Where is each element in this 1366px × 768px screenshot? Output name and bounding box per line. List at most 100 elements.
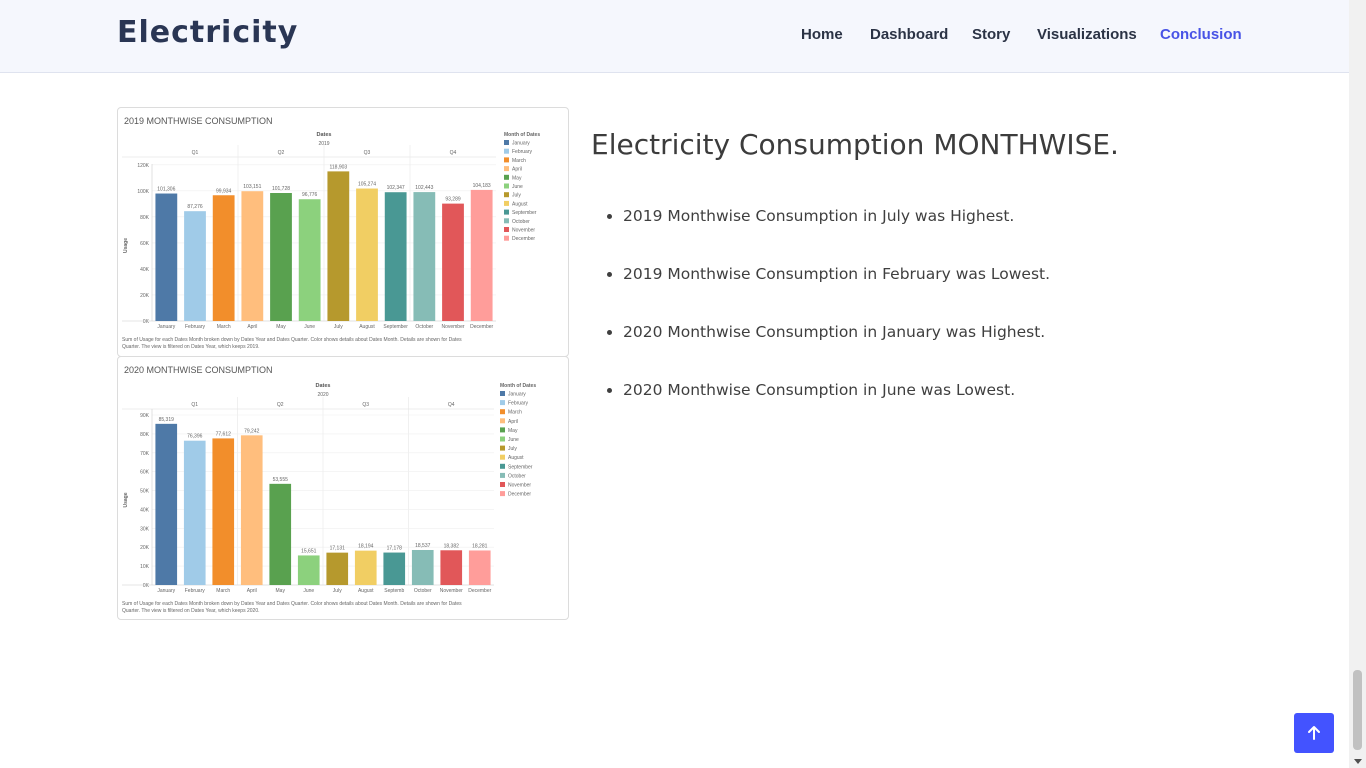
bar-value-label: 102,443 bbox=[415, 185, 433, 191]
x-tick-label: September bbox=[383, 324, 408, 330]
legend-item: August bbox=[508, 455, 524, 461]
site-header: Electricity Home Dashboard Story Visuali… bbox=[0, 0, 1349, 73]
legend-item: February bbox=[512, 149, 533, 155]
bar-january bbox=[155, 193, 178, 321]
x-tick-label: October bbox=[414, 588, 432, 594]
bar-august bbox=[354, 550, 377, 585]
bar-value-label: 93,289 bbox=[445, 197, 461, 203]
legend-item: October bbox=[508, 473, 526, 479]
legend-item: July bbox=[512, 193, 521, 199]
bar-value-label: 53,555 bbox=[273, 477, 289, 483]
bar-value-label: 76,396 bbox=[187, 434, 203, 440]
bar-value-label: 79,242 bbox=[244, 428, 260, 434]
chart-year-label: 2019 bbox=[318, 141, 329, 147]
bar-value-label: 102,347 bbox=[387, 185, 405, 191]
list-item: 2020 Monthwise Consumption in June was L… bbox=[623, 380, 1050, 400]
bar-value-label: 101,306 bbox=[157, 187, 175, 193]
bar-october bbox=[413, 192, 436, 321]
bar-july bbox=[327, 171, 350, 321]
page-scrollbar[interactable] bbox=[1349, 0, 1366, 768]
legend-title: Month of Dates bbox=[504, 132, 540, 138]
legend-swatch bbox=[504, 157, 509, 163]
legend-swatch bbox=[500, 427, 505, 433]
x-tick-label: October bbox=[415, 324, 433, 330]
legend-item: November bbox=[512, 228, 535, 234]
bar-november bbox=[440, 550, 463, 585]
bar-value-label: 118,903 bbox=[329, 164, 347, 170]
legend-title: Month of Dates bbox=[500, 383, 536, 389]
x-tick-label: August bbox=[358, 588, 374, 594]
scrollbar-thumb[interactable] bbox=[1353, 670, 1362, 750]
x-tick-label: December bbox=[470, 324, 493, 330]
bar-value-label: 85,319 bbox=[159, 417, 175, 423]
legend-item: December bbox=[508, 492, 531, 498]
legend-item: September bbox=[512, 210, 537, 216]
y-tick-label: 20K bbox=[140, 293, 150, 299]
bar-july bbox=[326, 552, 349, 585]
bar-may bbox=[269, 483, 292, 585]
legend-swatch bbox=[504, 235, 509, 241]
x-tick-label: August bbox=[359, 324, 375, 330]
chart-footnote: Sum of Usage for each Dates Month broken… bbox=[122, 601, 462, 607]
quarter-label: Q1 bbox=[191, 402, 198, 408]
x-tick-label: November bbox=[441, 324, 464, 330]
bar-march bbox=[212, 195, 235, 321]
y-tick-label: 20K bbox=[140, 545, 150, 551]
bar-october bbox=[411, 549, 434, 585]
scroll-down-arrow-icon[interactable] bbox=[1354, 759, 1362, 764]
chart-2019: 2019 MONTHWISE CONSUMPTION Dates 2019 Q1 Q2 Q… bbox=[122, 116, 540, 350]
legend-item: January bbox=[512, 141, 530, 147]
x-tick-label: June bbox=[304, 324, 315, 330]
legend-swatch bbox=[500, 472, 505, 478]
bar-january bbox=[155, 423, 178, 585]
conclusion-list: 2019 Monthwise Consumption in July was H… bbox=[591, 206, 1050, 438]
x-tick-label: July bbox=[334, 324, 343, 330]
bar-value-label: 99,934 bbox=[216, 188, 232, 194]
bar-may bbox=[270, 192, 292, 321]
bar-september bbox=[384, 192, 407, 321]
bar-value-label: 87,276 bbox=[187, 204, 203, 210]
nav-dashboard[interactable]: Dashboard bbox=[870, 26, 949, 43]
chart-header: Dates bbox=[317, 132, 332, 138]
bar-december bbox=[470, 189, 493, 321]
bar-february bbox=[183, 440, 206, 585]
x-tick-label: Septemb bbox=[384, 588, 404, 594]
nav-story[interactable]: Story bbox=[972, 26, 1011, 43]
brand-logo[interactable]: Electricity bbox=[117, 15, 299, 50]
quarter-label: Q2 bbox=[277, 402, 284, 408]
y-tick-label: 60K bbox=[140, 470, 150, 476]
x-tick-label: December bbox=[468, 588, 491, 594]
legend-swatch bbox=[504, 192, 509, 198]
x-tick-label: May bbox=[276, 588, 286, 594]
bar-value-label: 96,776 bbox=[302, 192, 318, 198]
legend-swatch bbox=[504, 183, 509, 189]
nav-conclusion[interactable]: Conclusion bbox=[1160, 26, 1242, 43]
y-tick-label: 40K bbox=[140, 267, 150, 273]
bar-value-label: 15,651 bbox=[301, 548, 317, 554]
chart-2020-card: 2020 MONTHWISE CONSUMPTION Dates 2020 Q1 Q2 Q… bbox=[117, 356, 569, 620]
back-to-top-button[interactable] bbox=[1294, 713, 1334, 753]
bar-value-label: 17,131 bbox=[330, 546, 346, 552]
chart-header: Dates bbox=[316, 383, 331, 389]
arrow-up-icon bbox=[1308, 726, 1320, 740]
y-tick-label: 50K bbox=[140, 489, 150, 495]
quarter-label: Q1 bbox=[192, 150, 199, 156]
nav-visualizations[interactable]: Visualizations bbox=[1037, 26, 1137, 43]
bar-june bbox=[298, 199, 321, 321]
y-tick-label: 0K bbox=[143, 319, 150, 325]
bar-value-label: 18,382 bbox=[444, 543, 460, 549]
page-title: Electricity Consumption MONTHWISE. bbox=[591, 128, 1119, 161]
y-tick-label: 0K bbox=[143, 583, 150, 589]
list-item: 2019 Monthwise Consumption in July was H… bbox=[623, 206, 1050, 226]
nav-home[interactable]: Home bbox=[801, 26, 843, 43]
quarter-label: Q2 bbox=[278, 150, 285, 156]
legend-swatch bbox=[500, 391, 505, 396]
x-tick-label: February bbox=[185, 588, 206, 594]
legend-item: April bbox=[508, 419, 518, 425]
x-tick-label: June bbox=[303, 588, 314, 594]
bar-value-label: 18,194 bbox=[358, 544, 374, 550]
bar-february bbox=[184, 211, 206, 321]
bar-april bbox=[241, 191, 264, 321]
legend-item: April bbox=[512, 167, 522, 173]
y-tick-label: 40K bbox=[140, 507, 150, 513]
